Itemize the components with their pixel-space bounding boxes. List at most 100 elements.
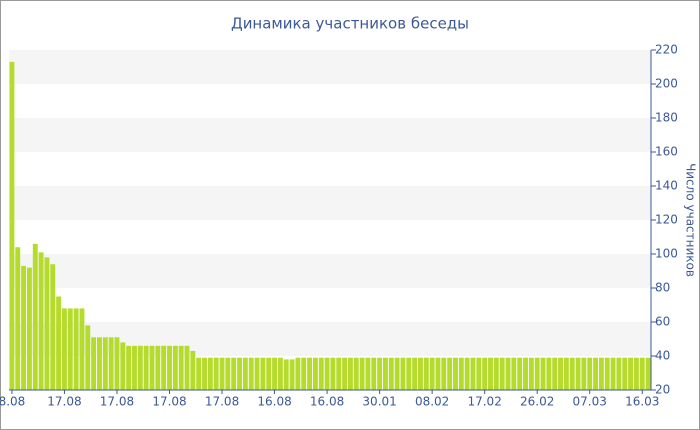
bar [242,357,248,390]
bar [207,357,213,390]
y-axis-label: Число участников [684,163,698,277]
y-tick-label: 160 [655,145,678,159]
bar [15,247,21,390]
bar [412,357,418,390]
bar [394,357,400,390]
bar [359,357,365,390]
bar [598,357,604,390]
bar [365,357,371,390]
grid-band [9,118,651,152]
bar [132,345,137,390]
bar [143,345,149,390]
bar [464,357,470,390]
bar [406,357,412,390]
x-tick-label: 30.01 [362,395,396,409]
bar [546,357,552,390]
bar [213,357,219,390]
bar [102,337,108,390]
bar [248,357,254,390]
bar [470,357,476,390]
bar [38,252,44,390]
bar [382,357,388,390]
bar [272,357,278,390]
bar [558,357,563,390]
y-tick-label: 220 [655,43,678,57]
bar [91,337,97,390]
y-tick-label: 180 [655,111,678,125]
bar [388,357,394,390]
bar [633,357,639,390]
y-tick-label: 80 [655,281,670,295]
bar [569,357,575,390]
bar [587,357,593,390]
x-tick-label: 17.08 [152,395,186,409]
bar [528,357,534,390]
bar [44,257,50,390]
y-tick-label: 40 [655,349,670,363]
bar [79,308,85,390]
x-tick-label: 8.08 [0,395,25,409]
x-tick-label: 16.08 [310,395,344,409]
x-tick-label: 16.08 [257,395,291,409]
x-tick-label: 07.03 [573,395,607,409]
y-tick-label: 200 [655,77,678,91]
bar [237,357,242,390]
bar [21,265,27,390]
chart-title: Динамика участников беседы [231,15,469,33]
grid-band [9,254,651,288]
bar [312,357,318,390]
bar [517,357,523,390]
bar [178,345,184,390]
x-tick-label: 17.08 [47,395,81,409]
bar [523,357,528,390]
x-tick-label: 17.08 [100,395,134,409]
bar [610,357,616,390]
bar [336,357,342,390]
bar [184,345,190,390]
bar [307,357,313,390]
y-tick-label: 120 [655,213,678,227]
bar [534,357,540,390]
bar [67,308,73,390]
bar [85,325,91,390]
y-tick-label: 140 [655,179,678,193]
x-tick-label: 08.02 [415,395,449,409]
bar [231,357,237,390]
bar [9,61,15,391]
bar [149,345,155,390]
bar [266,357,272,390]
bar [114,337,120,390]
bar [289,359,295,390]
bar [196,357,202,390]
x-tick-label: 17.02 [467,395,501,409]
bar [318,357,324,390]
bar [488,357,493,390]
bar [295,357,301,390]
bar [97,337,102,390]
bar [330,357,336,390]
bar [645,357,651,390]
bar [260,357,266,390]
bar [453,357,458,390]
bar [552,357,558,390]
y-tick-label: 100 [655,247,678,261]
x-tick-label: 26.02 [520,395,554,409]
bar [628,357,634,390]
bar [32,243,38,390]
bar [435,357,441,390]
bar [347,357,353,390]
bar [50,264,56,390]
bar [120,342,126,390]
bar [400,357,406,390]
bar [167,345,172,390]
bar [161,345,167,390]
bar [540,357,546,390]
bar [172,345,178,390]
bar [604,357,610,390]
bar [429,357,435,390]
y-tick-label: 20 [655,383,670,397]
bar [283,359,289,390]
bar [418,357,423,390]
bar [447,357,453,390]
